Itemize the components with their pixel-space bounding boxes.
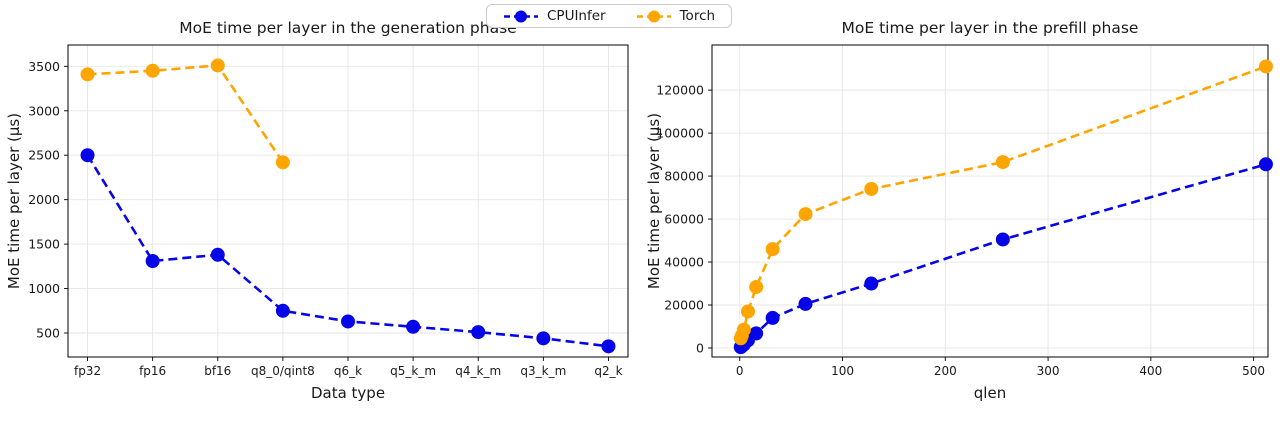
series-cpuinfer	[80, 148, 616, 354]
series-line	[739, 163, 1267, 349]
line-marker-icon	[504, 10, 538, 22]
x-tick-label: 100	[831, 364, 854, 378]
chart-title: MoE time per layer in the prefill phase	[842, 19, 1139, 37]
data-point	[210, 247, 225, 262]
x-tick-label: 500	[1242, 364, 1265, 378]
x-axis-label: qlen	[974, 384, 1006, 402]
data-point	[995, 155, 1010, 170]
series-torch	[733, 59, 1273, 346]
x-tick-label: 400	[1139, 364, 1162, 378]
y-tick-label: 2500	[28, 148, 60, 163]
x-tick-label: q8_0/qint8	[251, 364, 315, 378]
data-point	[275, 155, 290, 170]
x-tick-label: q4_k_m	[455, 364, 501, 378]
y-axis-label: MoE time per layer (μs)	[5, 113, 23, 289]
data-point	[740, 304, 755, 319]
data-point	[798, 207, 813, 222]
y-tick-label: 20000	[664, 298, 704, 313]
data-point	[749, 279, 764, 294]
y-tick-label: 0	[696, 340, 704, 355]
data-point	[1258, 157, 1273, 172]
data-point	[210, 58, 225, 73]
y-tick-label: 1500	[28, 237, 60, 252]
x-tick-label: q2_k	[594, 364, 622, 378]
grid	[712, 45, 1268, 357]
data-point	[275, 303, 290, 318]
y-axis-label: MoE time per layer (μs)	[645, 113, 663, 289]
data-point	[765, 242, 780, 257]
x-tick-label: 0	[736, 364, 744, 378]
y-tick-label: 60000	[664, 212, 704, 227]
data-point	[406, 319, 421, 334]
series-cpuinfer	[733, 157, 1273, 355]
data-point	[1258, 59, 1273, 74]
data-point	[80, 67, 95, 82]
x-tick-label: 300	[1037, 364, 1060, 378]
data-point	[864, 276, 879, 291]
data-point	[995, 232, 1010, 247]
legend-item-cpuinfer: CPUInfer	[503, 8, 606, 24]
x-tick-label: q5_k_m	[390, 364, 436, 378]
data-point	[80, 148, 95, 163]
data-point	[536, 331, 551, 346]
plot-spines	[67, 44, 629, 358]
y-tick-label: 40000	[664, 255, 704, 270]
data-point	[145, 63, 160, 78]
data-point	[341, 314, 355, 329]
y-tick-label: 1000	[28, 281, 60, 296]
axes: 0 20000 40000 60000 80000 100000 120000 0 100 200…	[656, 83, 1265, 378]
data-point	[765, 310, 780, 325]
prefill-phase-chart: 0 20000 40000 60000 80000 100000 120000 0 100 200…	[645, 19, 1273, 402]
y-tick-label: 500	[36, 326, 60, 341]
legend-label-cpuinfer: CPUInfer	[547, 8, 606, 24]
y-tick-label: 3000	[28, 103, 60, 118]
line-marker-icon	[636, 10, 671, 22]
data-point	[736, 322, 751, 337]
x-tick-label: fp16	[139, 364, 166, 378]
plot-spines	[711, 44, 1269, 358]
axes: 500 1000 1500 2000 2500 3000 3500 fp32 fp16 bf16 q…	[28, 59, 622, 378]
series-torch	[80, 58, 290, 170]
series-line	[87, 64, 284, 164]
data-point	[864, 181, 879, 196]
y-tick-label: 2000	[28, 192, 60, 207]
legend-label-torch: Torch	[679, 8, 716, 24]
legend: CPUInfer Torch	[486, 4, 733, 28]
x-tick-label: fp32	[74, 364, 101, 378]
generation-phase-chart: 500 1000 1500 2000 2500 3000 3500 fp32 fp16 bf16 q…	[5, 19, 629, 402]
grid	[68, 45, 628, 357]
data-point	[601, 339, 616, 354]
x-tick-label: 200	[934, 364, 957, 378]
chart-title: MoE time per layer in the generation pha…	[179, 19, 516, 37]
data-point	[145, 254, 160, 268]
y-tick-label: 120000	[656, 83, 704, 98]
x-tick-label: bf16	[204, 364, 231, 378]
y-tick-label: 100000	[656, 126, 704, 141]
data-point	[471, 325, 486, 340]
x-axis-label: Data type	[311, 384, 385, 402]
y-tick-label: 80000	[664, 169, 704, 184]
y-tick-label: 3500	[28, 59, 60, 74]
x-tick-label: q6_k	[334, 364, 362, 378]
data-point	[749, 326, 764, 341]
series-line	[739, 65, 1267, 339]
legend-item-torch: Torch	[636, 8, 715, 24]
x-tick-label: q3_k_m	[520, 364, 566, 378]
data-point	[798, 296, 813, 311]
